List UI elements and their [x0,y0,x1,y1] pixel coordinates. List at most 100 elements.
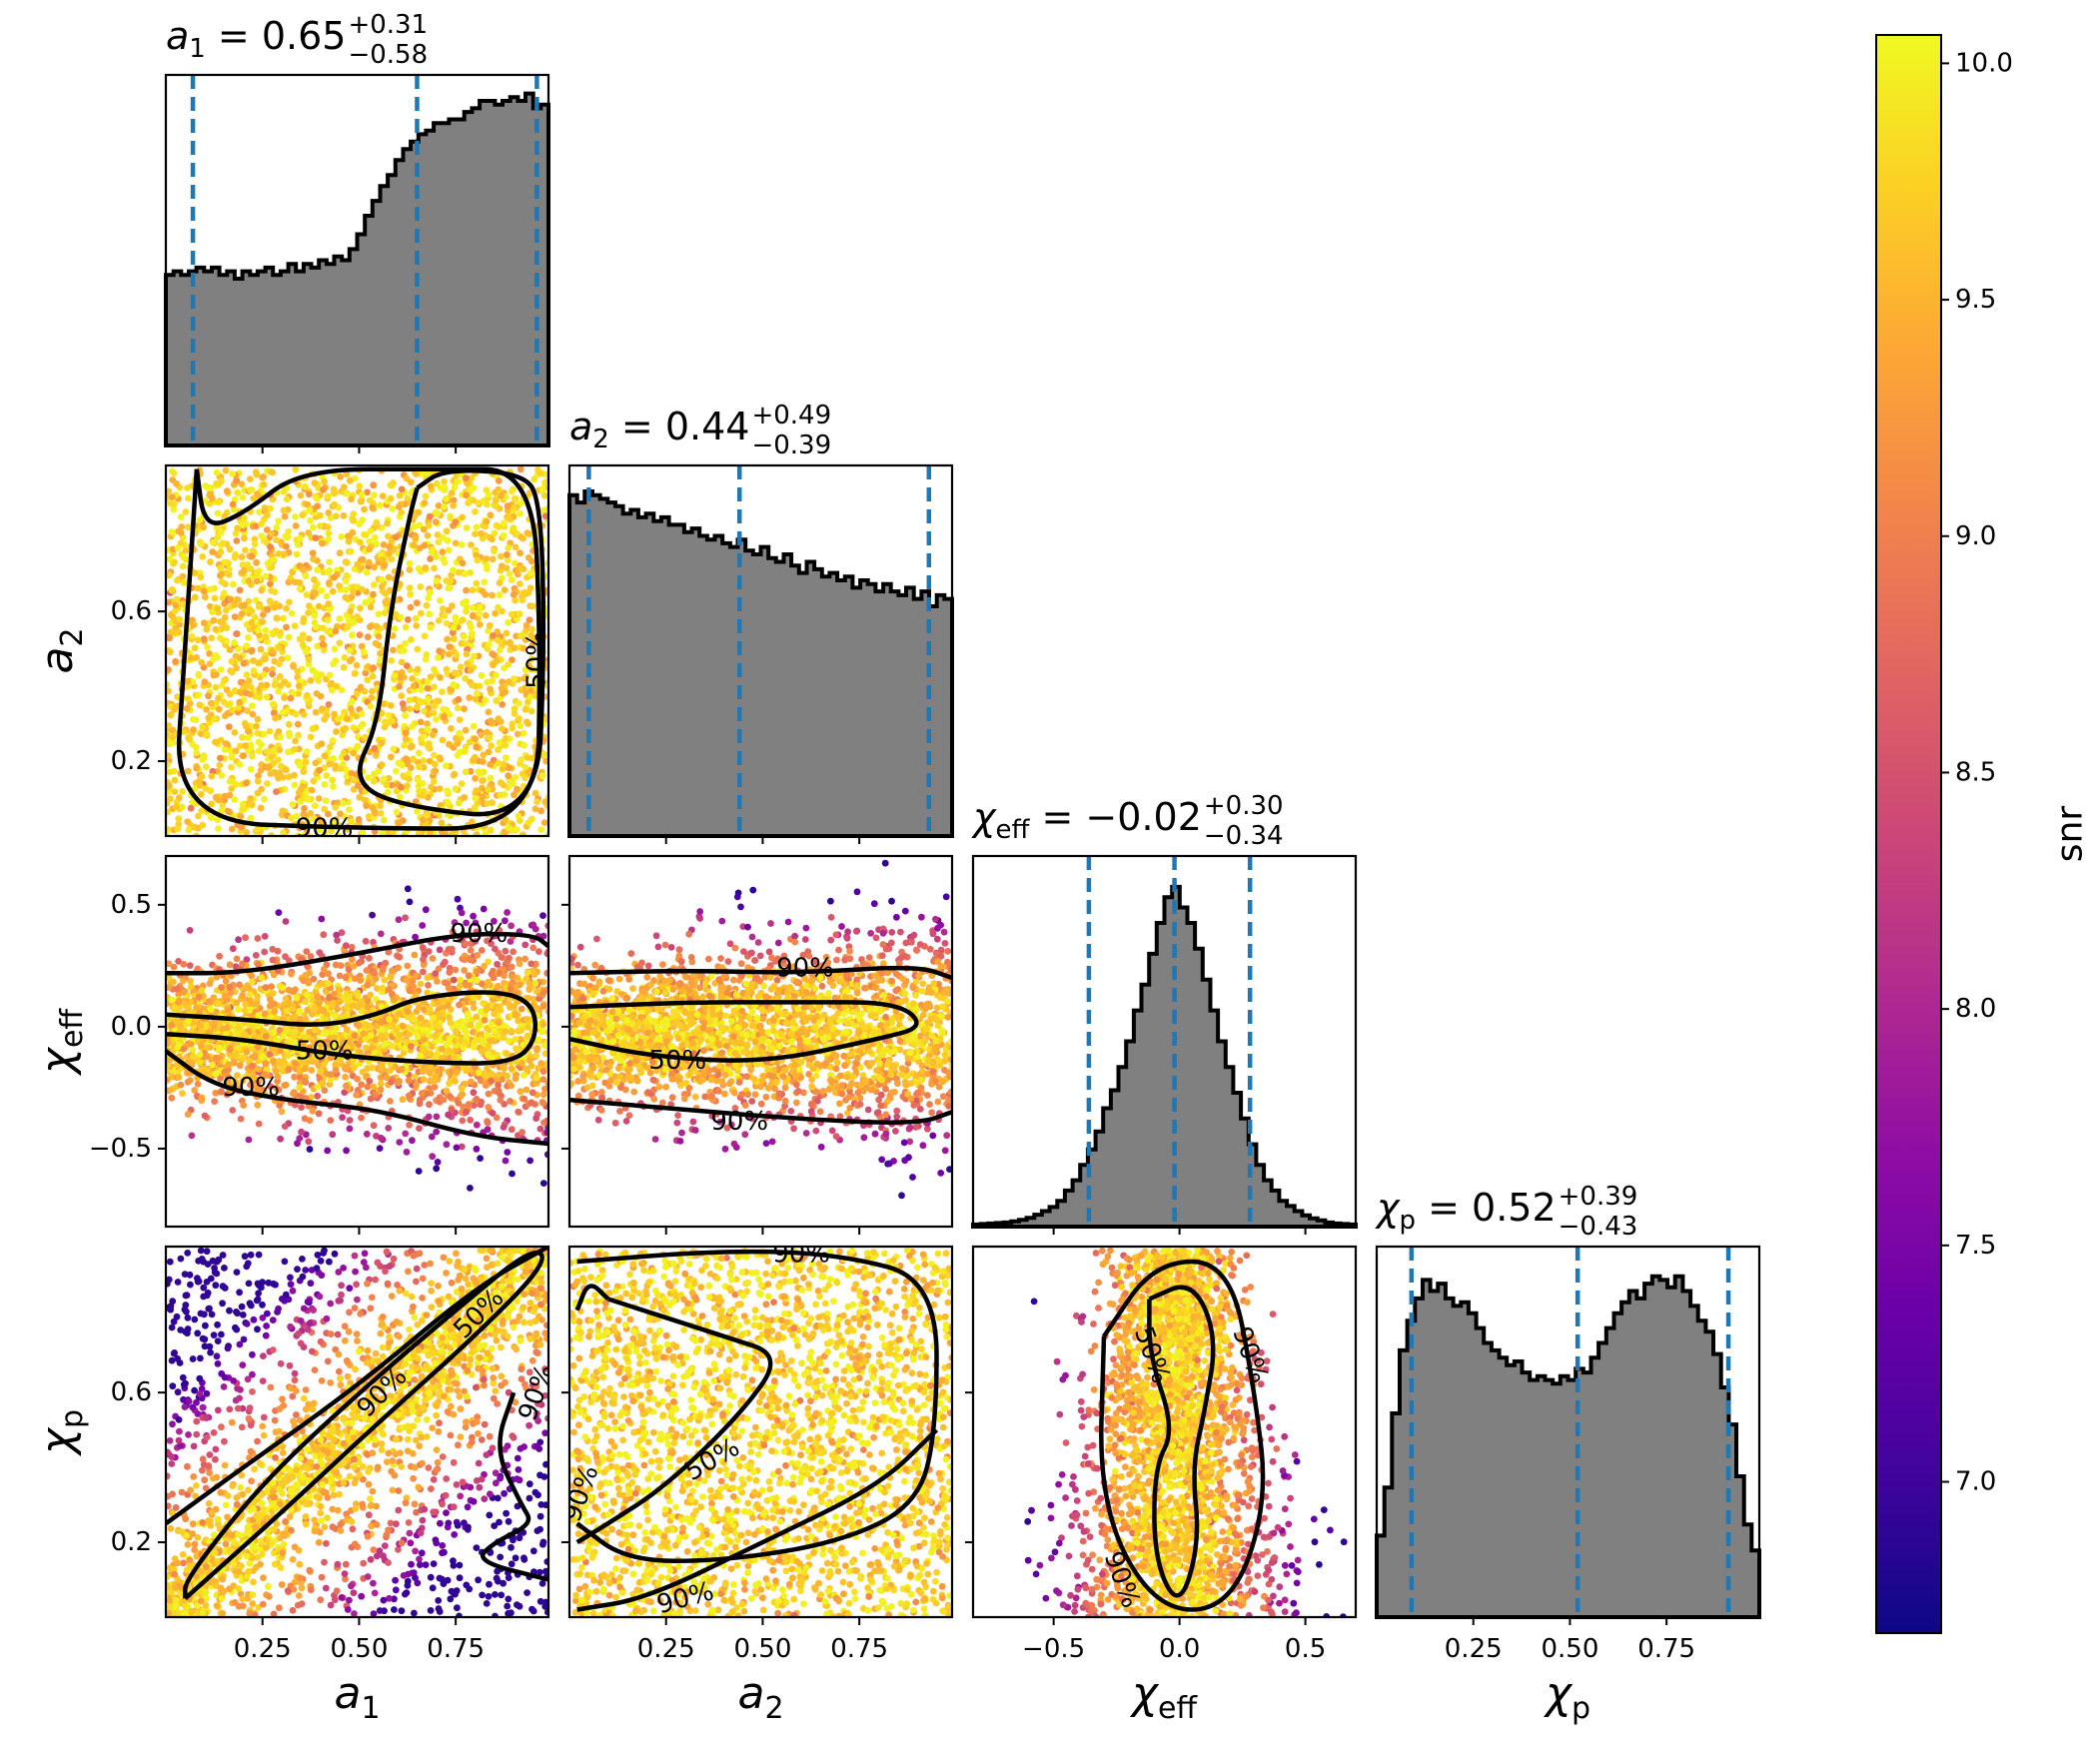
scatter-point [464,660,471,667]
scatter-point [530,475,538,483]
scatter-point [166,960,173,968]
scatter-point [441,477,448,485]
scatter-point [516,580,524,587]
scatter-point [414,775,422,783]
scatter-point [439,548,447,556]
scatter-point [319,705,326,712]
scatter-point [426,610,434,618]
scatter-point [209,548,217,555]
scatter-point [526,1157,533,1165]
scatter-point [321,477,328,485]
scatter-point [336,549,344,557]
scatter-point [254,993,261,1000]
scatter-point [180,1045,188,1053]
scatter-point [173,595,181,603]
scatter-point [378,575,386,583]
scatter-point [479,587,487,595]
scatter-point [296,584,304,592]
scatter-point [355,959,363,967]
scatter-point [340,799,347,807]
scatter-point [198,539,205,547]
scatter-point [175,958,183,965]
scatter-point [487,685,494,693]
scatter-point [521,741,527,749]
scatter-point [356,631,364,638]
scatter-point [410,755,417,763]
scatter-point [487,1037,495,1045]
scatter-point [280,829,287,836]
scatter-point [471,804,479,811]
scatter-point [473,743,481,751]
scatter-point [473,523,481,531]
scatter-point [423,811,431,819]
scatter-point [226,690,234,698]
scatter-point [209,608,216,615]
scatter-point [239,521,247,529]
scatter-point [432,518,440,525]
scatter-point [318,915,326,923]
scatter-point [522,774,528,782]
scatter-point [206,998,213,1005]
scatter-point [233,1052,241,1060]
scatter-point [446,643,454,651]
scatter-point [172,657,180,665]
scatter-point [188,1132,196,1140]
scatter-point [402,639,409,647]
scatter-point [280,506,288,514]
scatter-point [467,767,475,775]
scatter-point [388,1042,396,1050]
scatter-point [454,751,462,759]
scatter-point [349,631,356,639]
scatter-point [430,709,438,717]
scatter-point [456,729,464,737]
scatter-point [310,555,317,563]
scatter-point [198,773,206,780]
scatter-point [491,917,498,925]
scatter-point [171,776,179,784]
scatter-point [538,1027,546,1034]
scatter-point [404,977,411,984]
scatter-point [505,544,513,551]
scatter-point [518,756,525,763]
scatter-point [337,1056,345,1064]
scatter-point [540,1042,548,1049]
scatter-point [445,1111,452,1119]
scatter-point [233,630,241,637]
scatter-point [237,813,245,820]
scatter-point [206,660,214,667]
scatter-point [527,569,534,576]
scatter-point [347,547,355,555]
scatter-point [319,1079,327,1087]
scatter-point [175,998,183,1006]
scatter-point [451,483,459,491]
scatter-point [398,783,406,791]
scatter-point [463,491,470,499]
scatter-point [462,1080,470,1088]
scatter-point [485,1104,493,1111]
scatter-point [504,556,512,564]
scatter-point [377,501,384,509]
scatter-point [261,795,268,803]
scatter-point [264,747,271,755]
scatter-point [507,1098,514,1105]
scatter-point [214,509,222,517]
scatter-point [267,770,275,778]
scatter-point [522,1065,529,1073]
scatter-point [479,777,486,784]
scatter-point [231,613,239,620]
scatter-point [424,684,432,692]
scatter-point [263,681,271,689]
scatter-point [468,474,476,481]
scatter-point [541,1085,548,1093]
scatter-point [491,547,498,555]
scatter-point [270,556,278,563]
scatter-point [239,806,246,814]
scatter-point [450,976,458,984]
scatter-point [451,669,459,677]
scatter-point [291,578,299,586]
scatter-point [446,1014,453,1022]
scatter-point [169,493,176,501]
scatter-point [452,539,460,547]
scatter-point [455,799,463,807]
scatter-point [224,701,232,708]
